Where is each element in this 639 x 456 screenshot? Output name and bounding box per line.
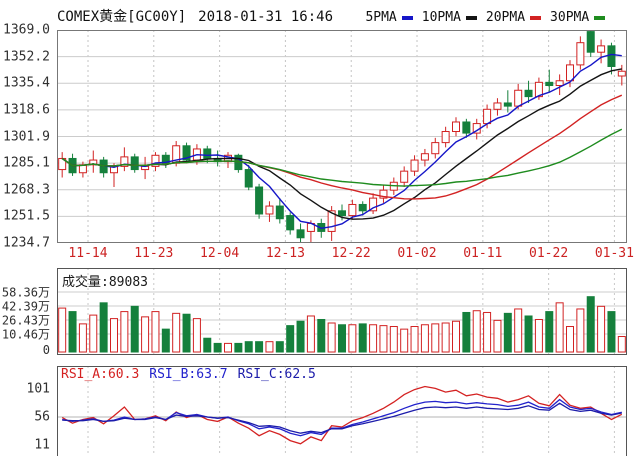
date-tick: 12-22 <box>331 246 371 261</box>
volume-axis: 58.36万 42.39万 26.43万 10.46万 0 <box>0 268 53 358</box>
volume-value: 89083 <box>108 275 148 290</box>
rsi-chart <box>57 366 627 456</box>
date-tick: 11-23 <box>134 246 174 261</box>
date-tick: 01-22 <box>529 246 569 261</box>
legend-item-30pma: 30PMA <box>550 10 606 25</box>
page-title: COMEX黄金[GC00Y] <box>57 9 187 25</box>
chart-datetime: 2018-01-31 16:46 <box>198 9 334 25</box>
price-axis: 1369.0 1352.2 1335.4 1318.6 1301.9 1285.1 1268… <box>0 23 53 251</box>
date-tick: 01-31 <box>594 246 634 261</box>
legend-swatch <box>465 15 477 20</box>
legend-item-5pma: 5PMA <box>365 10 413 25</box>
legend-swatch <box>594 15 606 20</box>
legend-item-20pma: 20PMA <box>486 10 542 25</box>
date-axis: 11-14 11-23 12-04 12-13 12-22 01-02 01-11 01-22… <box>57 246 634 262</box>
volume-tick: 42.39万 <box>1 299 50 314</box>
date-tick: 12-13 <box>265 246 305 261</box>
volume-tick: 0 <box>42 343 50 357</box>
legend-swatch <box>530 15 542 20</box>
date-tick: 11-14 <box>68 246 108 261</box>
volume-tick: 26.43万 <box>1 313 50 328</box>
volume-tick: 58.36万 <box>1 285 50 300</box>
chart-header: COMEX黄金[GC00Y] 2018-01-31 16:46 5PMA 10PMA… <box>57 6 639 26</box>
price-tick: 1318.6 <box>3 102 50 118</box>
rsi-title: RSI_A:60.3 RSI_B:63.7 RSI_C:62.5 <box>61 367 326 382</box>
price-tick: 1234.7 <box>3 235 50 251</box>
date-tick: 01-02 <box>397 246 437 261</box>
rsi-tick: 56 <box>34 409 50 425</box>
rsi-series-label-rsi_a: RSI_A:60.3 <box>61 367 140 382</box>
rsi-tick: 11 <box>34 437 50 453</box>
price-tick: 1251.5 <box>3 208 50 224</box>
date-tick: 12-04 <box>200 246 240 261</box>
price-tick: 1268.3 <box>3 182 50 198</box>
volume-tick: 10.46万 <box>1 327 50 342</box>
rsi-series-label-rsi_c: RSI_C:62.5 <box>237 367 316 382</box>
rsi-tick: 101 <box>26 381 50 397</box>
price-tick: 1285.1 <box>3 155 50 171</box>
legend-item-10pma: 10PMA <box>422 10 477 25</box>
rsi-series-label-rsi_b: RSI_B:63.7 <box>149 367 228 382</box>
volume-chart <box>57 268 627 355</box>
price-tick: 1369.0 <box>3 22 50 38</box>
legend-swatch <box>401 15 413 20</box>
volume-title: 成交量:89083 <box>62 275 148 290</box>
rsi-axis: 101 56 11 <box>0 366 53 456</box>
volume-label: 成交量 <box>62 275 102 290</box>
ma-legend: 5PMA 10PMA 20PMA 30PMA <box>365 9 614 25</box>
price-tick: 1352.2 <box>3 49 50 65</box>
price-tick: 1301.9 <box>3 129 50 144</box>
date-tick: 01-11 <box>463 246 503 261</box>
price-tick: 1335.4 <box>3 75 50 91</box>
price-chart <box>57 30 627 243</box>
